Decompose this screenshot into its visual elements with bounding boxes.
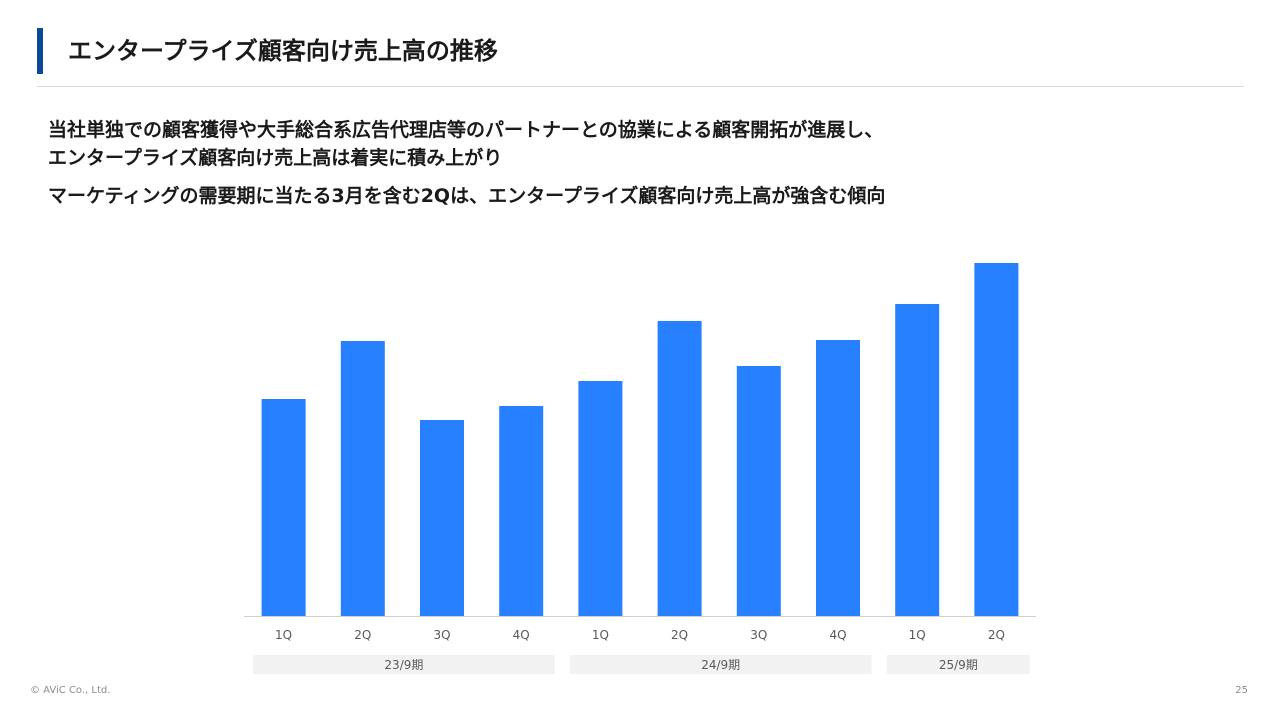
summary-line-2: エンタープライズ顧客向け売上高は着実に積み上がり (48, 147, 503, 169)
bar (420, 420, 464, 616)
bar (499, 406, 544, 616)
x-tick-label: 1Q (909, 628, 926, 642)
summary-line-3: マーケティングの需要期に当たる3月を含む2Qは、エンタープライズ顧客向け売上高が… (48, 185, 886, 207)
bar (974, 263, 1019, 616)
fiscal-year-label: 23/9期 (384, 658, 423, 672)
bar (578, 381, 623, 616)
x-tick-label: 4Q (513, 628, 530, 642)
x-tick-label: 3Q (433, 628, 450, 642)
x-tick-label: 3Q (750, 628, 767, 642)
fiscal-year-label: 24/9期 (701, 658, 740, 672)
x-tick-label: 1Q (592, 628, 609, 642)
fiscal-year-label: 25/9期 (939, 658, 978, 672)
page-title: エンタープライズ顧客向け売上高の推移 (68, 37, 498, 65)
bar (895, 304, 940, 616)
x-tick-label: 2Q (988, 628, 1005, 642)
bar (816, 340, 860, 616)
title-divider (37, 86, 1244, 87)
bar (657, 321, 702, 616)
bar (261, 399, 306, 616)
fiscal-year-band (569, 655, 872, 674)
x-tick-label: 1Q (275, 628, 292, 642)
bar (340, 341, 385, 616)
copyright-text: © AViC Co., Ltd. (30, 685, 111, 696)
title-accent-bar (37, 28, 43, 74)
bar (736, 366, 781, 616)
x-tick-label: 2Q (671, 628, 688, 642)
summary-line-1: 当社単独での顧客獲得や大手総合系広告代理店等のパートナーとの協業による顧客開拓が… (48, 119, 884, 141)
x-tick-label: 4Q (829, 628, 846, 642)
fiscal-year-band (253, 655, 555, 674)
x-tick-label: 2Q (354, 628, 371, 642)
fiscal-year-band (886, 655, 1030, 674)
page-number: 25 (1235, 685, 1248, 696)
